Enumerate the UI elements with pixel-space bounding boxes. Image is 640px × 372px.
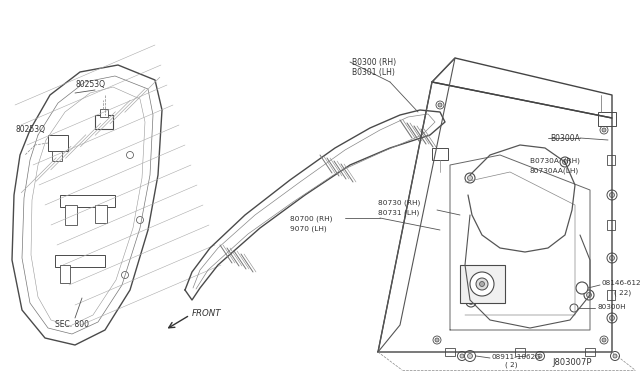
Circle shape bbox=[433, 336, 441, 344]
Circle shape bbox=[536, 352, 545, 360]
Circle shape bbox=[607, 253, 617, 263]
Text: 08146-6122H: 08146-6122H bbox=[602, 280, 640, 286]
Bar bbox=[432, 148, 448, 160]
Text: FRONT: FRONT bbox=[192, 309, 221, 318]
Circle shape bbox=[602, 128, 606, 132]
Bar bbox=[100, 109, 108, 117]
Circle shape bbox=[435, 338, 439, 342]
Circle shape bbox=[465, 173, 475, 183]
Bar bbox=[60, 265, 70, 283]
Circle shape bbox=[468, 299, 474, 305]
Text: 80730 (RH): 80730 (RH) bbox=[378, 200, 420, 206]
Text: ( 2): ( 2) bbox=[505, 362, 518, 369]
Text: 80730AA(LH): 80730AA(LH) bbox=[530, 168, 579, 174]
Circle shape bbox=[609, 192, 614, 198]
Circle shape bbox=[584, 290, 594, 300]
Text: 80731 (LH): 80731 (LH) bbox=[378, 210, 419, 217]
Circle shape bbox=[436, 101, 444, 109]
Circle shape bbox=[136, 217, 143, 224]
Bar bbox=[48, 135, 68, 151]
Circle shape bbox=[466, 297, 476, 307]
Circle shape bbox=[607, 313, 617, 323]
Bar bbox=[598, 112, 616, 126]
Text: 9070 (LH): 9070 (LH) bbox=[290, 225, 327, 231]
Bar bbox=[515, 348, 525, 356]
Bar bbox=[65, 205, 77, 225]
Text: B0301 (LH): B0301 (LH) bbox=[352, 68, 395, 77]
Text: 80300H: 80300H bbox=[597, 304, 626, 310]
Circle shape bbox=[600, 336, 608, 344]
Circle shape bbox=[122, 272, 129, 279]
Circle shape bbox=[538, 354, 542, 358]
Circle shape bbox=[127, 151, 134, 158]
Bar bbox=[95, 205, 107, 223]
Bar bbox=[607, 155, 615, 165]
Circle shape bbox=[476, 278, 488, 290]
Text: SEC. 800: SEC. 800 bbox=[55, 320, 89, 329]
Circle shape bbox=[602, 338, 606, 342]
Text: B0300A: B0300A bbox=[550, 134, 580, 143]
Text: B0300 (RH): B0300 (RH) bbox=[352, 58, 396, 67]
Circle shape bbox=[479, 282, 484, 286]
Circle shape bbox=[607, 190, 617, 200]
Text: 80253Q: 80253Q bbox=[15, 125, 45, 134]
Bar bbox=[95, 115, 113, 129]
Text: 80700 (RH): 80700 (RH) bbox=[290, 215, 333, 221]
Text: J803007P: J803007P bbox=[552, 358, 591, 367]
Circle shape bbox=[600, 126, 608, 134]
Circle shape bbox=[609, 256, 614, 260]
Bar bbox=[60, 195, 115, 207]
Circle shape bbox=[576, 282, 588, 294]
Circle shape bbox=[467, 176, 472, 180]
Text: 80253Q: 80253Q bbox=[75, 80, 105, 89]
Circle shape bbox=[611, 352, 620, 360]
Bar bbox=[585, 348, 595, 356]
Circle shape bbox=[609, 315, 614, 321]
Circle shape bbox=[560, 157, 570, 167]
Bar bbox=[460, 265, 505, 303]
Circle shape bbox=[465, 350, 476, 362]
Circle shape bbox=[460, 354, 464, 358]
Bar bbox=[55, 255, 105, 267]
Circle shape bbox=[438, 103, 442, 107]
Bar bbox=[607, 220, 615, 230]
Circle shape bbox=[570, 304, 578, 312]
Circle shape bbox=[613, 354, 617, 358]
Circle shape bbox=[563, 160, 568, 164]
Text: 08911-1062G: 08911-1062G bbox=[492, 354, 542, 360]
Circle shape bbox=[470, 272, 494, 296]
Bar bbox=[52, 151, 62, 161]
Circle shape bbox=[586, 292, 591, 298]
Circle shape bbox=[467, 353, 472, 359]
Bar bbox=[445, 348, 455, 356]
Circle shape bbox=[458, 352, 467, 360]
Text: B0730A  (RH): B0730A (RH) bbox=[530, 158, 580, 164]
Text: ( 22): ( 22) bbox=[614, 290, 631, 296]
Bar bbox=[607, 290, 615, 300]
